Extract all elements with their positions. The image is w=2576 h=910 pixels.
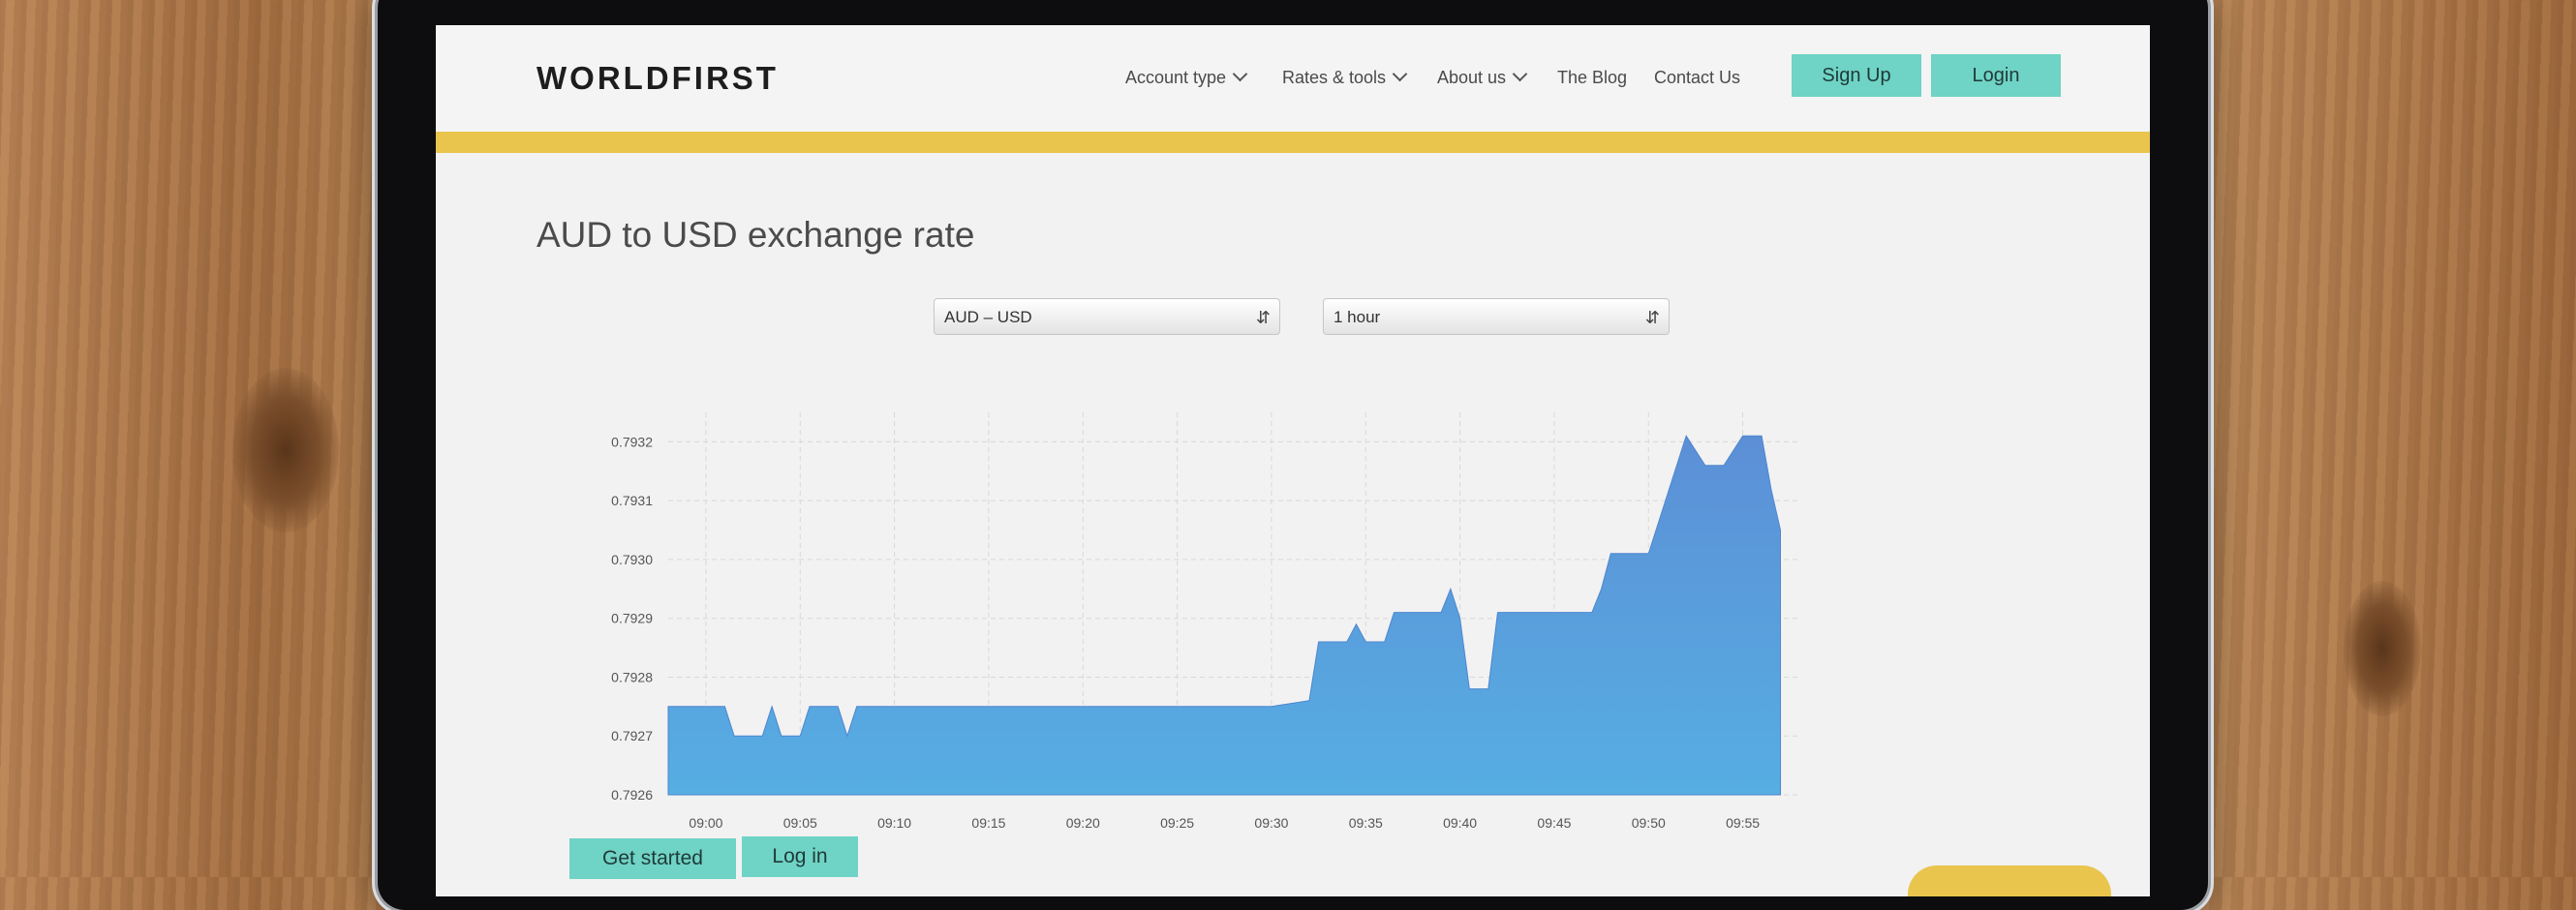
x-tick-label: 09:30 [1254, 815, 1288, 829]
x-tick-label: 09:05 [783, 815, 817, 829]
y-tick-label: 0.7928 [611, 669, 653, 684]
x-tick-label: 09:35 [1349, 815, 1383, 829]
time-range-select[interactable]: 1 hour ⇵ [1323, 298, 1670, 335]
chevron-down-icon [1512, 66, 1528, 82]
chevron-down-icon [1232, 66, 1248, 82]
nav-item-contact-us[interactable]: Contact Us [1654, 68, 1741, 87]
nav-item-rates-tools[interactable]: Rates & tools [1282, 66, 1408, 88]
x-tick-label: 09:55 [1726, 815, 1760, 829]
x-tick-label: 09:40 [1443, 815, 1477, 829]
y-tick-label: 0.7929 [611, 611, 653, 626]
sign-up-button[interactable]: Sign Up [1792, 54, 1921, 97]
help-tab[interactable] [1908, 865, 2111, 896]
x-tick-label: 09:25 [1160, 815, 1194, 829]
accent-bar [436, 132, 2150, 153]
x-tick-label: 09:50 [1632, 815, 1666, 829]
x-tick-label: 09:20 [1066, 815, 1100, 829]
top-navigation: WORLDFIRST Account type Rates & tools Ab… [436, 25, 2150, 133]
log-in-button[interactable]: Log in [742, 836, 858, 877]
y-tick-label: 0.7926 [611, 787, 653, 803]
x-tick-label: 09:45 [1537, 815, 1571, 829]
nav-item-about-us[interactable]: About us [1437, 66, 1528, 88]
select-arrows-icon: ⇵ [1255, 308, 1271, 327]
select-arrows-icon: ⇵ [1644, 308, 1660, 327]
login-button[interactable]: Login [1931, 54, 2061, 97]
exchange-rate-chart[interactable]: 0.7926 0.7927 0.7928 0.7929 0.7930 0.7931 0.79… [610, 393, 1966, 829]
wood-knot [2344, 581, 2421, 716]
x-tick-label: 09:00 [689, 815, 722, 829]
y-tick-label: 0.7931 [611, 493, 653, 508]
nav-item-account-type[interactable]: Account type [1125, 66, 1248, 88]
chevron-down-icon [1392, 66, 1408, 82]
y-tick-label: 0.7930 [611, 552, 653, 567]
y-tick-label: 0.7927 [611, 728, 653, 743]
get-started-button[interactable]: Get started [569, 838, 736, 879]
rate-area-series [667, 435, 1782, 796]
page-title: AUD to USD exchange rate [537, 215, 975, 255]
y-tick-label: 0.7932 [611, 434, 653, 449]
currency-pair-select[interactable]: AUD – USD ⇵ [934, 298, 1280, 335]
wood-knot [232, 368, 339, 532]
x-tick-label: 09:15 [971, 815, 1005, 829]
worldfirst-logo[interactable]: WORLDFIRST [537, 60, 779, 96]
x-tick-label: 09:10 [877, 815, 911, 829]
nav-item-blog[interactable]: The Blog [1557, 68, 1628, 87]
browser-screen: WORLDFIRST Account type Rates & tools Ab… [436, 25, 2150, 896]
